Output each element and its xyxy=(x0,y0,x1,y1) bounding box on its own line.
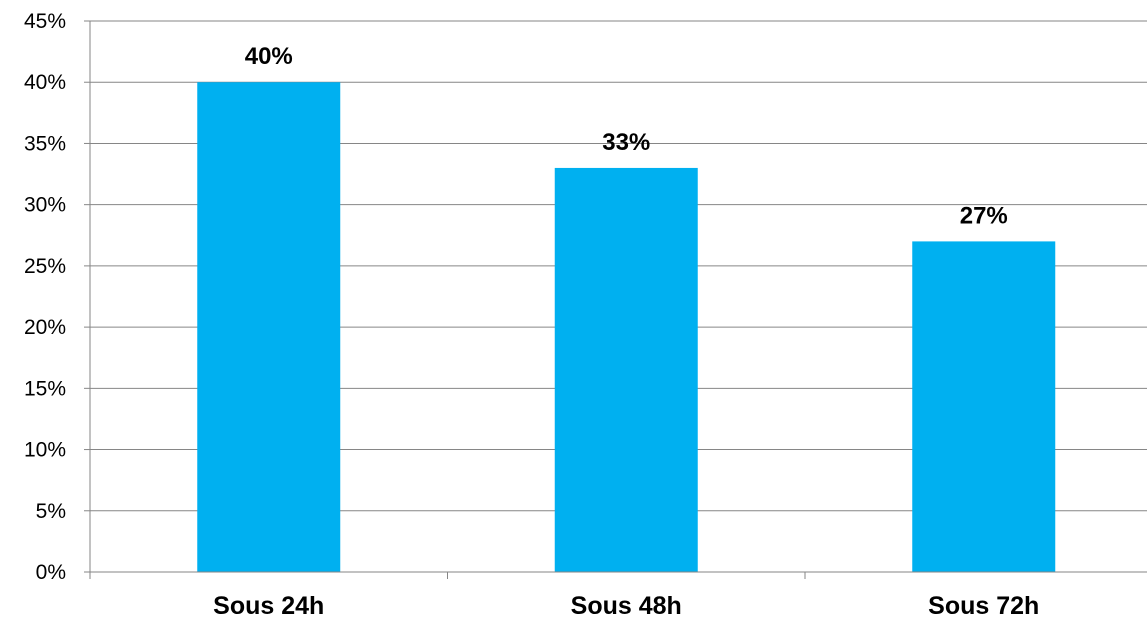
data-label: 27% xyxy=(960,202,1008,229)
y-tick-label: 35% xyxy=(24,132,66,155)
data-label: 40% xyxy=(245,43,293,70)
x-tick-label: Sous 48h xyxy=(571,592,682,620)
y-tick-label: 10% xyxy=(24,439,66,462)
y-tick-label: 40% xyxy=(24,71,66,94)
axes xyxy=(84,20,1147,579)
x-tick-label: Sous 72h xyxy=(928,592,1039,620)
y-tick-label: 5% xyxy=(36,500,66,523)
y-tick-label: 25% xyxy=(24,255,66,278)
labels: 0% 5% 10% 15% 20% 25% 30% 35% 40% 45% 40% Sous 24h 3… xyxy=(24,10,1039,620)
bar-2 xyxy=(554,167,698,572)
y-tick-label: 0% xyxy=(36,561,66,584)
y-tick-label: 20% xyxy=(24,316,66,339)
bar-3 xyxy=(912,241,1056,572)
data-label: 33% xyxy=(602,129,650,156)
x-tick-label: Sous 24h xyxy=(213,592,324,620)
bar-1 xyxy=(197,82,341,572)
y-tick-label: 15% xyxy=(24,377,66,400)
bars xyxy=(197,82,1056,572)
y-tick-label: 45% xyxy=(24,10,66,33)
y-tick-label: 30% xyxy=(24,194,66,217)
